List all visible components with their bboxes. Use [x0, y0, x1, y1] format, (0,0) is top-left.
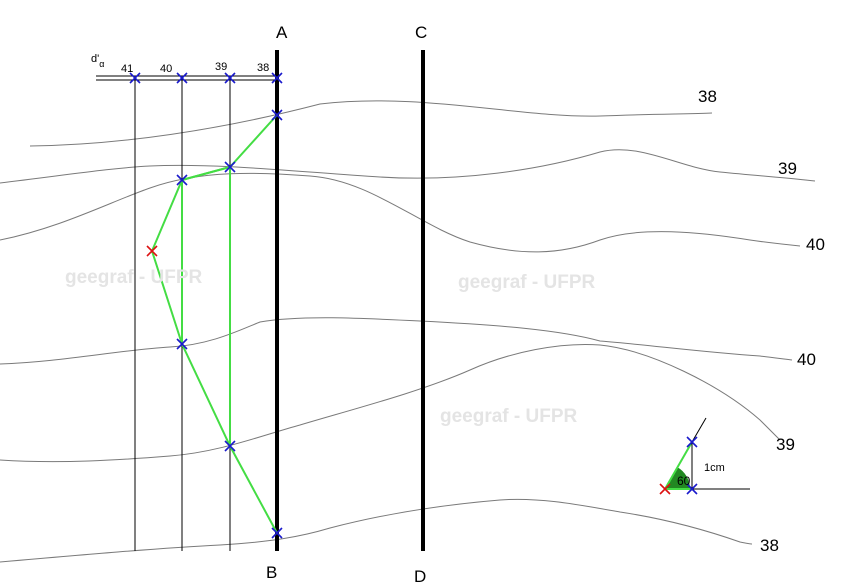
green-polyline-outer: [150, 114, 278, 534]
contour-lines: [0, 100, 816, 563]
contour-39-top: [0, 149, 816, 184]
green-construction: [150, 114, 278, 534]
watermark-3: geegraf - UFPR: [440, 406, 578, 427]
scale-symbol-subscript: α: [99, 59, 104, 69]
marker-red-triangle: [659, 483, 671, 495]
marker-ab-38-bottom: [271, 527, 283, 539]
marker-39-mid: [224, 440, 236, 452]
marker-ab-38-top: [271, 109, 283, 121]
marker-scale-41: [129, 72, 141, 84]
scale-tick-40: 40: [160, 63, 172, 75]
green-connector: [181, 166, 231, 181]
scale-symbol: d'α: [91, 53, 104, 69]
contour-label-38-bottom: 38: [760, 536, 779, 555]
contour-label-39-top: 39: [778, 159, 797, 178]
red-markers: [146, 245, 671, 495]
watermark-2: geegraf - UFPR: [458, 272, 596, 293]
marker-scale-39: [224, 72, 236, 84]
scale-symbol-d: d': [91, 53, 99, 65]
watermark-1: geegraf - UFPR: [65, 267, 203, 288]
contour-label-40-mid: 40: [797, 350, 816, 369]
marker-40-top: [176, 174, 188, 186]
label-d: D: [414, 567, 426, 586]
triangle-angle: 60: [677, 474, 691, 488]
contour-38-bottom: [0, 498, 753, 563]
contour-label-40-top: 40: [806, 235, 825, 254]
contour-40-mid: [0, 317, 793, 365]
blue-markers: [129, 72, 698, 539]
label-a: A: [276, 23, 288, 42]
contour-38-top: [29, 100, 713, 147]
contour-40-top: [0, 172, 801, 253]
label-b: B: [266, 563, 277, 582]
scale-tick-41: 41: [121, 63, 133, 75]
angle-triangle: [664, 417, 750, 490]
scale-tick-38: 38: [257, 62, 269, 74]
contour-label-39-mid: 39: [776, 435, 795, 454]
marker-scale-38: [271, 72, 283, 84]
triangle-length: 1cm: [704, 462, 725, 474]
marker-scale-40: [176, 72, 188, 84]
marker-triangle-top: [686, 436, 698, 448]
marker-red-vertex: [146, 245, 158, 257]
marker-39-top: [224, 161, 236, 173]
contour-label-38-top: 38: [698, 87, 717, 106]
label-c: C: [415, 23, 427, 42]
marker-40-mid: [176, 338, 188, 350]
angle-arc-fill: [665, 467, 691, 489]
marker-triangle-base: [686, 483, 698, 495]
scale-line: [96, 75, 279, 81]
contour-39-mid: [0, 344, 781, 463]
scale-tick-39: 39: [215, 61, 227, 73]
